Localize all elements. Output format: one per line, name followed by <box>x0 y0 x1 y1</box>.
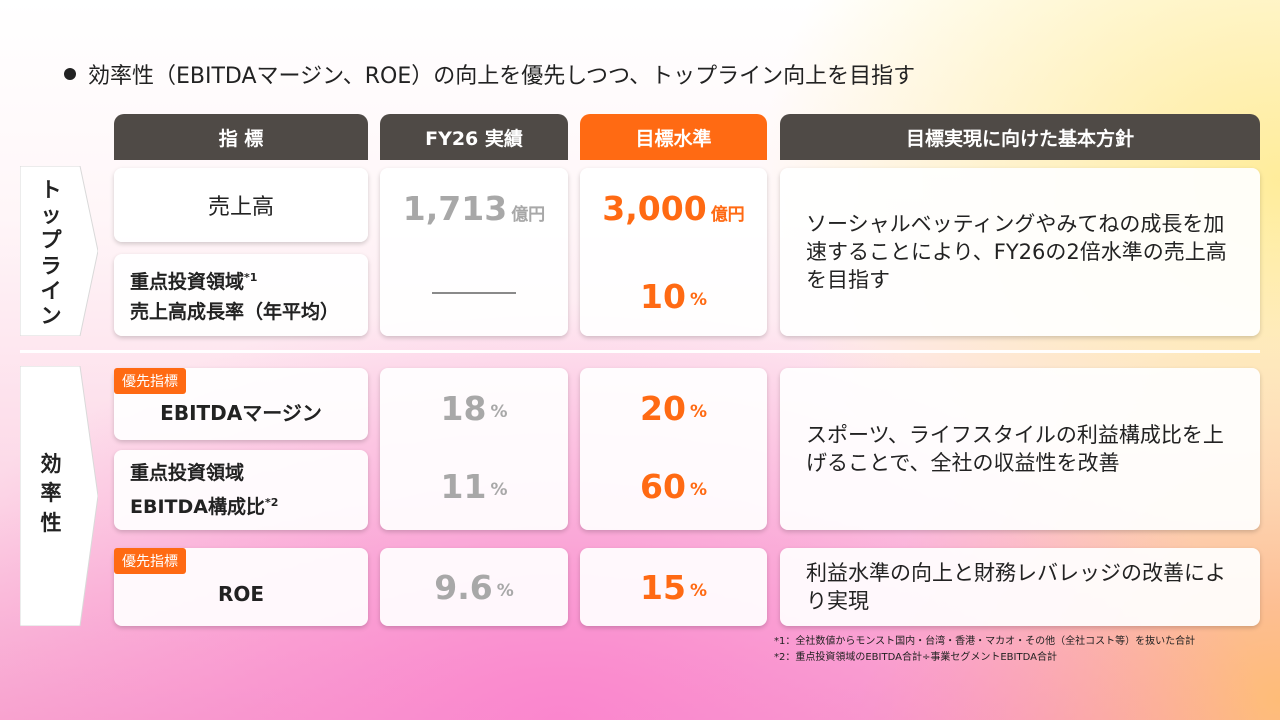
page-headline: 効率性（EBITDAマージン、ROE）の向上を優先しつつ、トップライン向上を目指… <box>64 58 915 90</box>
bullet-icon <box>64 68 76 80</box>
section-topline: ト ッ プ ラ イ ン <box>20 166 98 336</box>
policy-topline: ソーシャルベッティングやみてねの成長を加速することにより、FY26の2倍水準の売… <box>780 168 1260 336</box>
priority-badge: 優先指標 <box>114 548 186 574</box>
metric-sales: 売上高 <box>114 168 368 242</box>
priority-badge: 優先指標 <box>114 368 186 394</box>
target-growth-value: 10% <box>640 276 707 316</box>
target-efficiency-card: 20% 60% <box>580 368 767 530</box>
metric-ebitda-ratio: 重点投資領域 EBITDA構成比*2 <box>114 450 368 530</box>
footnote-1: *1：全社数値からモンスト国内・台湾・香港・マカオ・その他（全社コスト等）を抜い… <box>774 636 1196 647</box>
header-actual: FY26 実績 <box>380 114 568 160</box>
actual-growth-dash <box>432 292 516 294</box>
actual-efficiency-card: 18% 11% <box>380 368 568 530</box>
actual-ebitda-margin-value: 18% <box>440 388 508 428</box>
section-arrow-shape <box>20 166 98 336</box>
header-metric: 指 標 <box>114 114 368 160</box>
footnotes: *1：全社数値からモンスト国内・台湾・香港・マカオ・その他（全社コスト等）を抜い… <box>774 634 1195 666</box>
actual-roe-value: 9.6% <box>380 548 568 626</box>
policy-efficiency: スポーツ、ライフスタイルの利益構成比を上げることで、全社の収益性を改善 <box>780 368 1260 530</box>
section-arrow-shape <box>20 366 98 626</box>
target-topline-card: 3,000 億円 10% <box>580 168 767 336</box>
header-target: 目標水準 <box>580 114 767 160</box>
target-roe-value: 15% <box>580 548 767 626</box>
metric-growth: 重点投資領域*1 売上高成長率（年平均） <box>114 254 368 336</box>
actual-topline-card: 1,713 億円 <box>380 168 568 336</box>
header-policy: 目標実現に向けた基本方針 <box>780 114 1260 160</box>
actual-ebitda-ratio-value: 11% <box>440 466 508 506</box>
section-divider <box>20 350 1260 353</box>
actual-sales-value: 1,713 億円 <box>402 188 546 228</box>
target-ebitda-margin-value: 20% <box>640 388 707 428</box>
target-sales-value: 3,000 億円 <box>602 188 745 228</box>
section-efficiency: 効 率 性 <box>20 366 98 626</box>
footnote-2: *2：重点投資領域のEBITDA合計÷事業セグメントEBITDA合計 <box>774 652 1057 663</box>
section-topline-label: ト ッ プ ラ イ ン <box>40 178 62 328</box>
policy-roe: 利益水準の向上と財務レバレッジの改善により実現 <box>780 548 1260 626</box>
headline-text: 効率性（EBITDAマージン、ROE）の向上を優先しつつ、トップライン向上を目指… <box>88 64 916 89</box>
section-efficiency-label: 効 率 性 <box>40 452 62 535</box>
target-ebitda-ratio-value: 60% <box>640 466 707 506</box>
